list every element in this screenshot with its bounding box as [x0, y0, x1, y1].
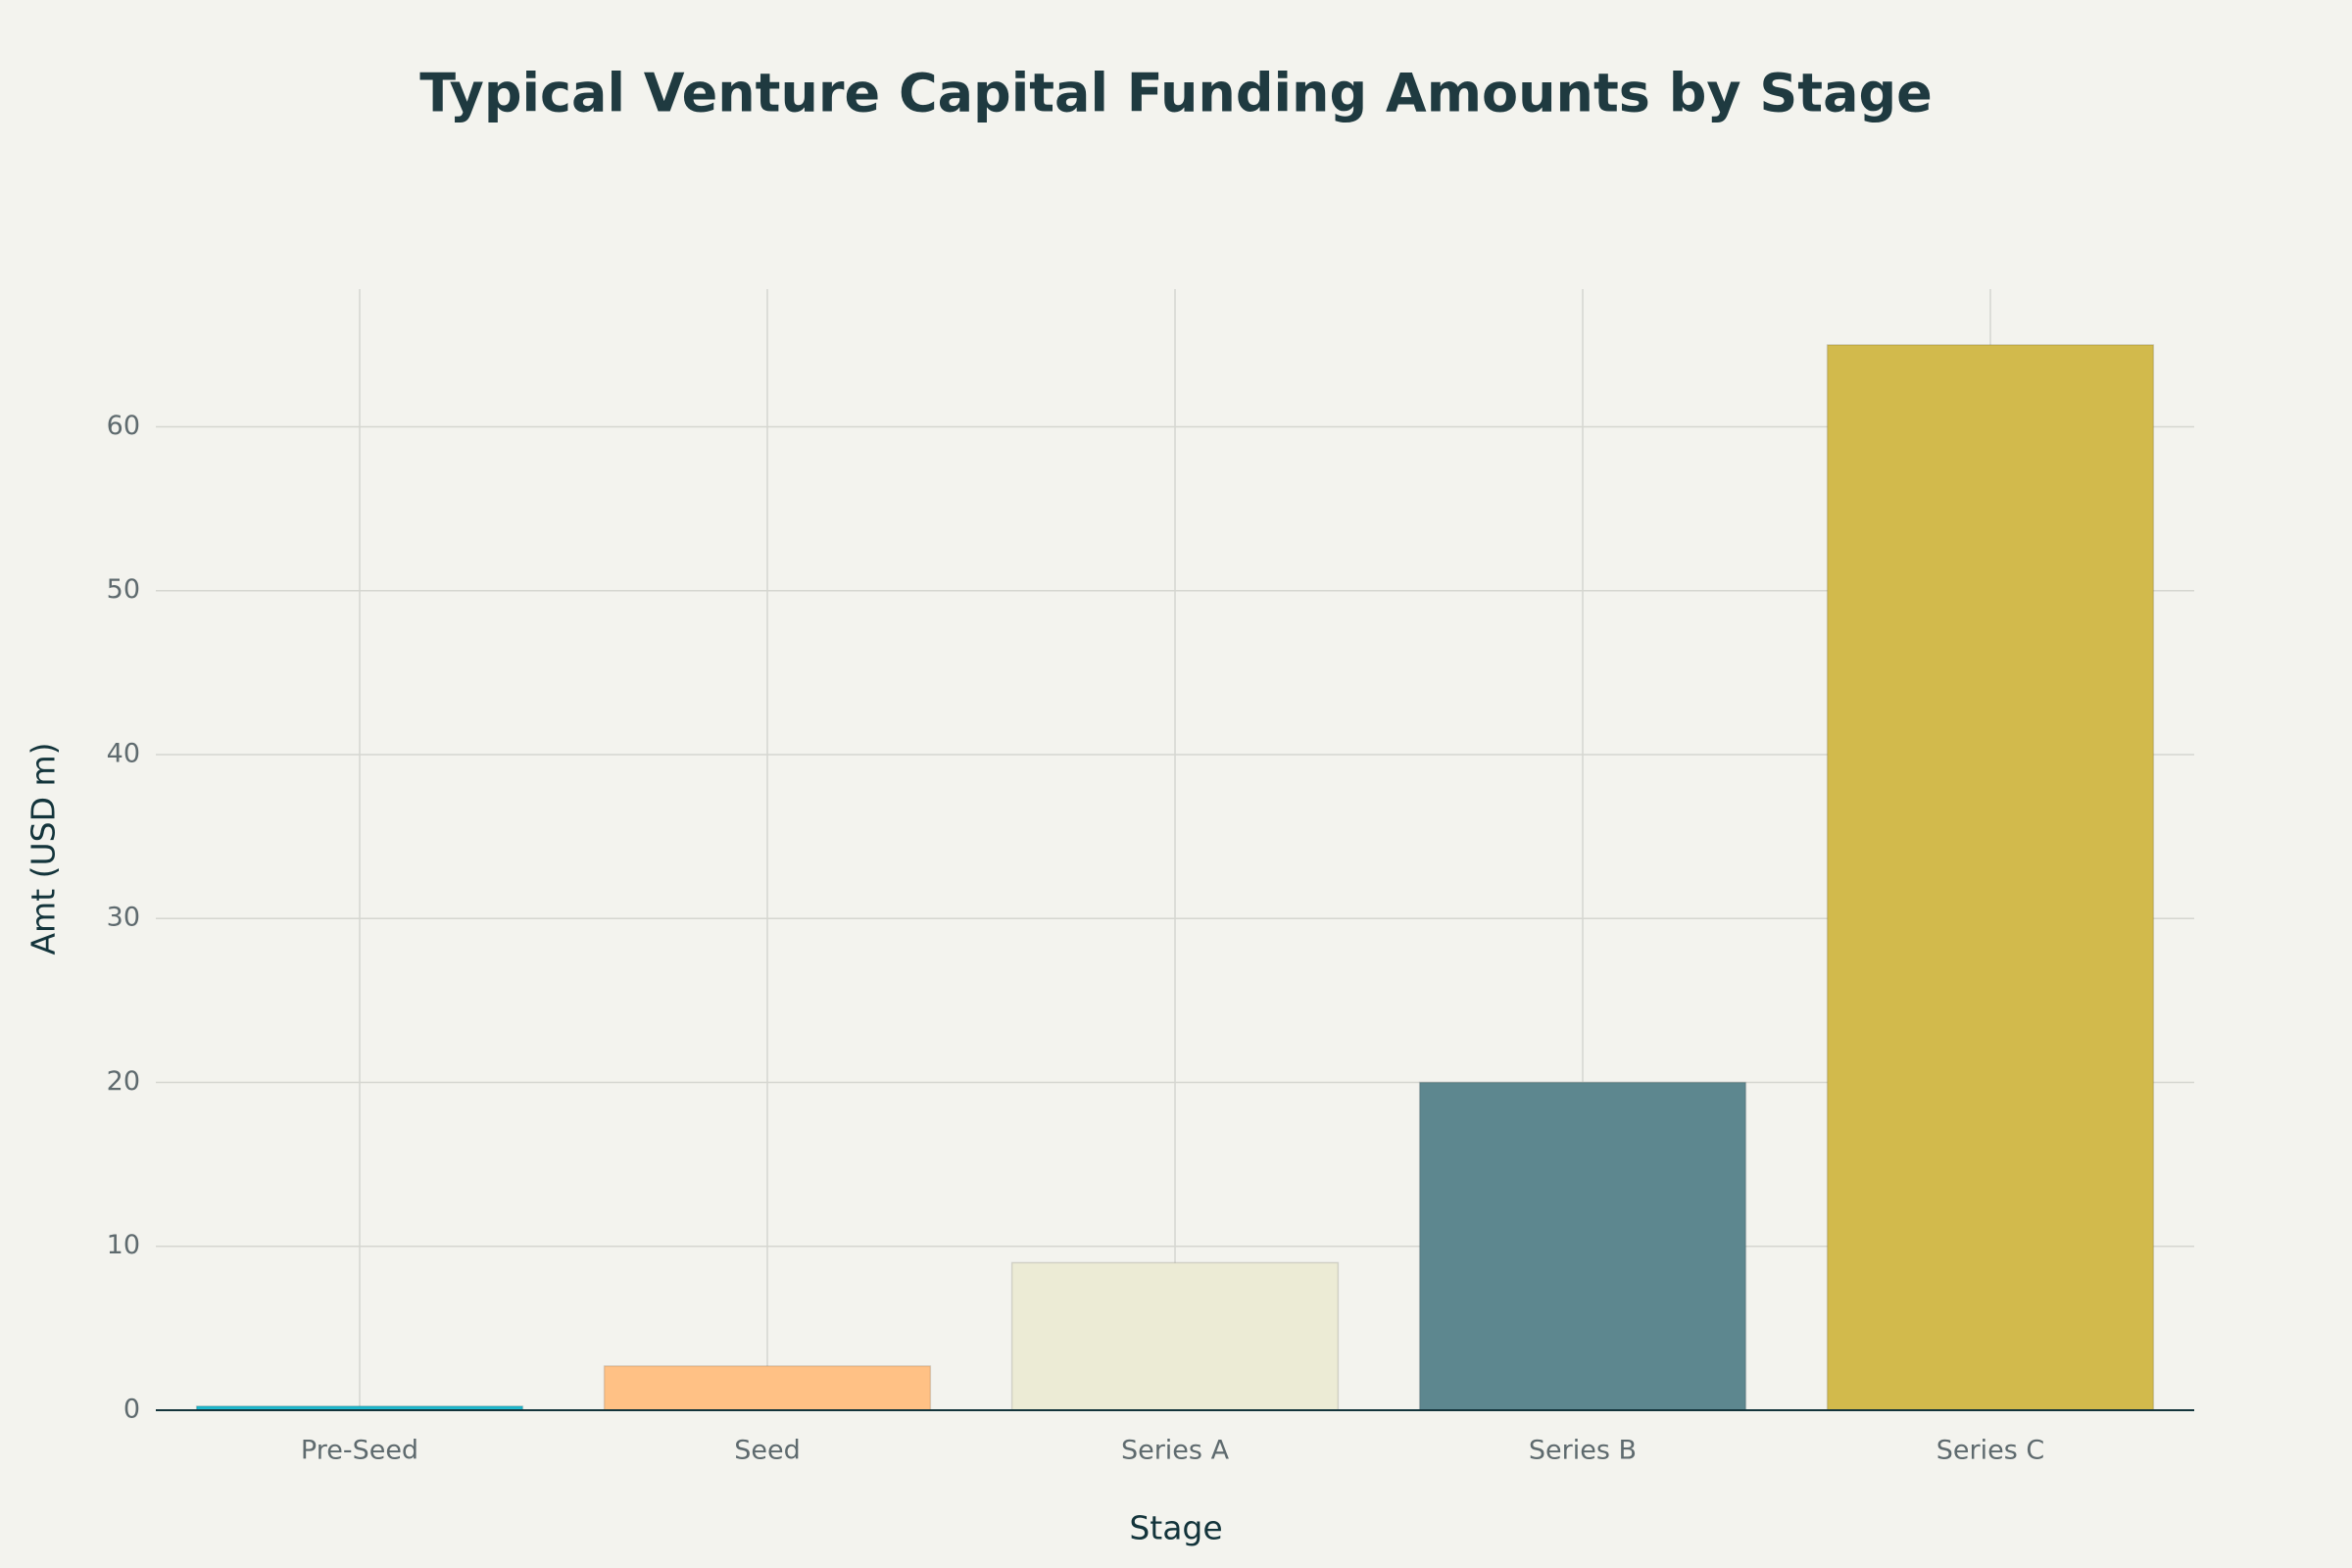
bar [1826, 344, 2155, 1411]
bar [1418, 1081, 1747, 1411]
y-tick-label: 50 [107, 574, 140, 605]
bar [1010, 1261, 1340, 1411]
y-tick-label: 60 [107, 411, 140, 441]
x-tick-label: Series A [1121, 1436, 1230, 1466]
x-tick-label: Series C [1936, 1436, 2044, 1466]
y-axis-title: Amt (USD m) [24, 742, 63, 955]
x-tick-label: Pre-Seed [301, 1436, 418, 1466]
x-tick-label: Series B [1529, 1436, 1637, 1466]
y-tick-label: 30 [107, 903, 140, 933]
y-tick-label: 40 [107, 738, 140, 768]
chart-title: Typical Venture Capital Funding Amounts … [419, 63, 1933, 124]
y-tick-label: 0 [123, 1395, 140, 1425]
bars [195, 344, 2155, 1411]
x-axis-title: Stage [1129, 1509, 1222, 1547]
y-tick-label: 20 [107, 1066, 140, 1097]
bar [603, 1365, 932, 1411]
x-tick-label: Seed [734, 1436, 801, 1466]
y-tick-label: 10 [107, 1230, 140, 1260]
